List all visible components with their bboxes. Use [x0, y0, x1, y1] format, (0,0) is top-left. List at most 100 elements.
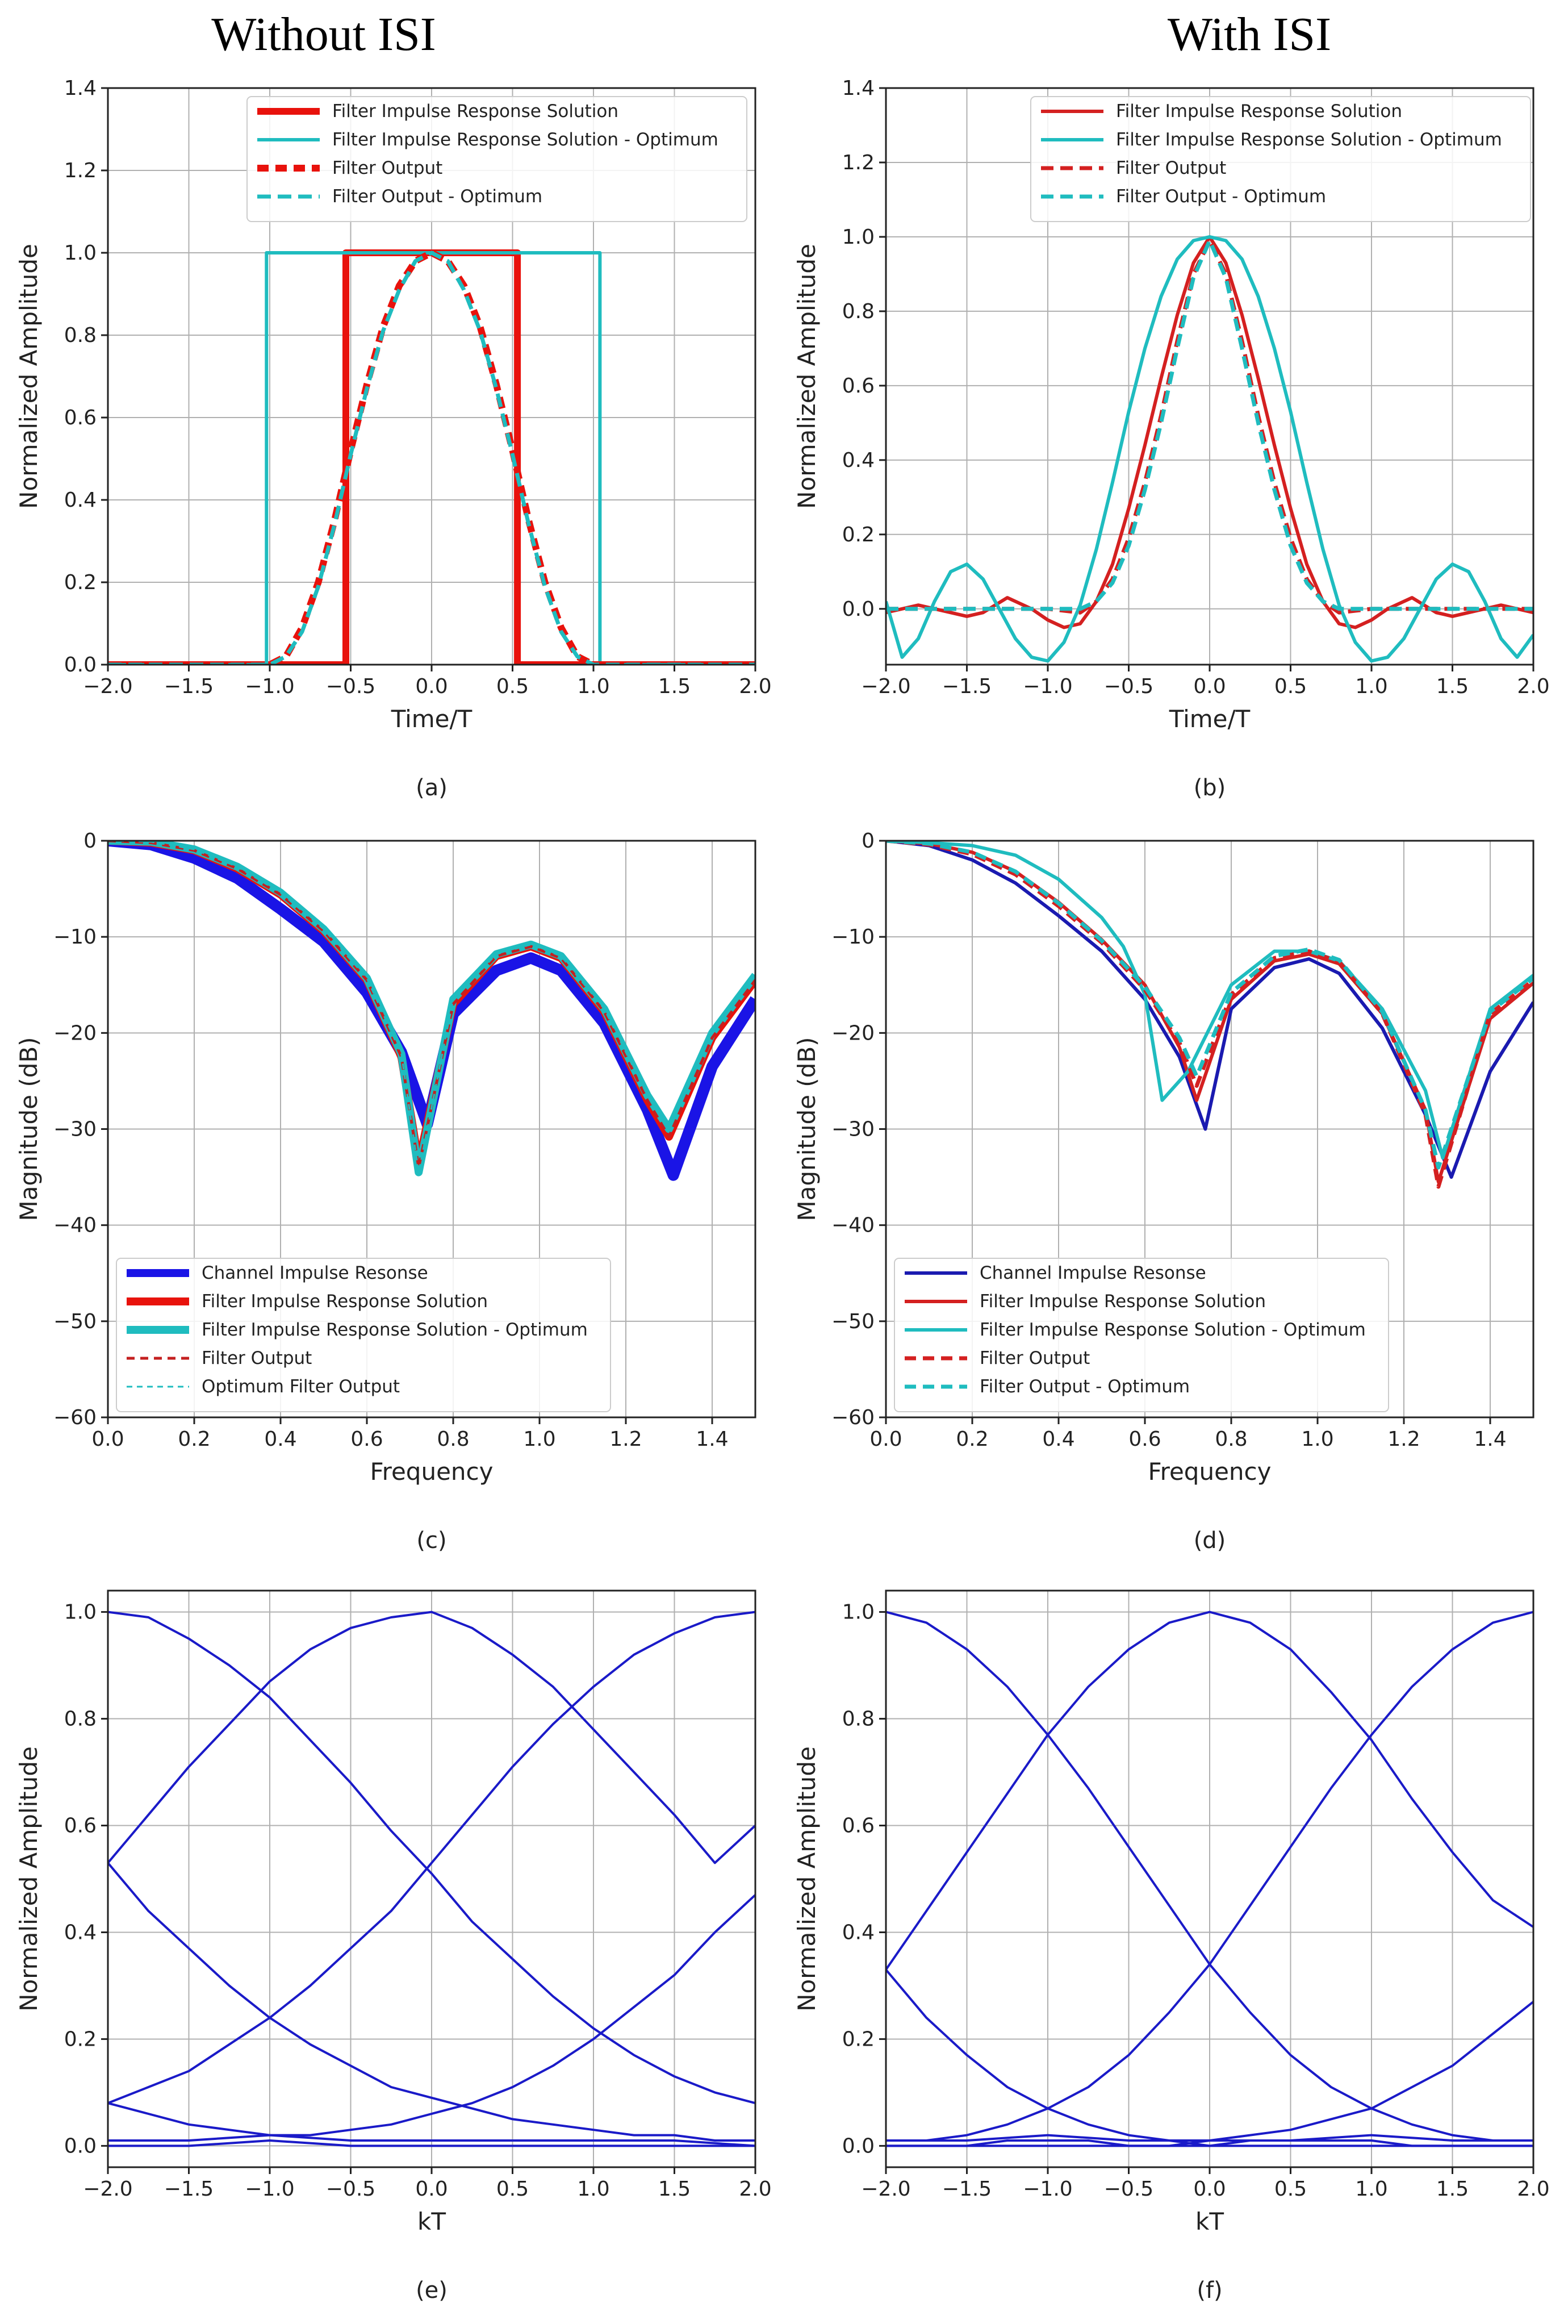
- panel-label: (f): [1197, 2277, 1222, 2304]
- x-axis-label: Time/T: [1169, 705, 1251, 733]
- x-tick-label: −0.5: [326, 2177, 375, 2201]
- panel-label: (e): [416, 2277, 448, 2304]
- x-axis-label: Frequency: [1148, 1458, 1272, 1486]
- x-tick-label: −0.5: [1104, 2177, 1153, 2201]
- y-tick-label: −50: [53, 1310, 97, 1333]
- x-tick-label: 0.4: [1042, 1428, 1074, 1451]
- y-tick-label: 0.6: [64, 1814, 97, 1838]
- y-tick-label: 0.4: [64, 1921, 97, 1944]
- x-tick-label: 0.6: [350, 1428, 383, 1451]
- series-line: [108, 1610, 755, 2105]
- x-tick-label: 0.5: [496, 675, 529, 698]
- x-tick-label: 0.0: [869, 1428, 902, 1451]
- y-tick-label: −30: [831, 1118, 875, 1141]
- y-tick-label: 0.8: [64, 1708, 97, 1731]
- column-title-right: With ISI: [1168, 8, 1331, 61]
- x-tick-label: −1.0: [245, 675, 294, 698]
- legend-label: Filter Output - Optimum: [980, 1376, 1190, 1397]
- y-tick-label: 0.4: [64, 489, 97, 512]
- legend-label: Filter Impulse Response Solution - Optim…: [332, 130, 718, 150]
- series-line: [108, 1862, 755, 2142]
- series-line: [886, 1610, 1533, 2142]
- series-group: [886, 235, 1533, 663]
- y-tick-label: 1.0: [842, 1601, 875, 1624]
- x-tick-label: −1.5: [942, 675, 992, 698]
- x-axis-label: Frequency: [370, 1458, 494, 1486]
- y-tick-label: −10: [53, 925, 97, 949]
- x-tick-label: −2.0: [83, 2177, 132, 2201]
- y-tick-label: −40: [831, 1214, 875, 1237]
- y-tick-label: −20: [831, 1021, 875, 1045]
- series-line: [108, 1894, 755, 2137]
- series-line: [108, 841, 755, 1169]
- legend-label: Filter Impulse Response Solution: [1116, 101, 1402, 122]
- column-title-left: Without ISI: [211, 8, 436, 61]
- y-tick-label: 1.4: [842, 77, 875, 100]
- x-tick-label: −1.5: [164, 675, 214, 698]
- y-tick-label: 0.2: [64, 2027, 97, 2051]
- legend-label: Filter Output: [202, 1348, 312, 1368]
- series-line: [108, 251, 755, 665]
- y-tick-label: 0.2: [842, 2027, 875, 2051]
- x-tick-label: −1.0: [1023, 2177, 1072, 2201]
- series-group: [108, 841, 755, 1181]
- y-tick-label: −60: [53, 1406, 97, 1429]
- y-axis-label: Magnitude (dB): [793, 1037, 821, 1221]
- y-tick-label: 0.6: [64, 406, 97, 429]
- legend-label: Filter Output - Optimum: [1116, 186, 1326, 207]
- x-tick-label: 2.0: [1517, 675, 1549, 698]
- y-tick-label: 0.2: [842, 523, 875, 546]
- y-tick-label: 1.2: [64, 159, 97, 182]
- y-tick-label: 0.2: [64, 571, 97, 594]
- y-tick-label: 0: [83, 829, 97, 853]
- panel-label: (b): [1194, 775, 1226, 801]
- x-tick-label: 0.4: [264, 1428, 296, 1451]
- legend-label: Channel Impulse Resonse: [980, 1263, 1206, 1283]
- x-tick-label: 1.0: [577, 2177, 609, 2201]
- series-group: [886, 841, 1533, 1189]
- x-tick-label: 0.6: [1128, 1428, 1161, 1451]
- y-tick-label: 0.6: [842, 374, 875, 398]
- legend-label: Optimum Filter Output: [202, 1376, 400, 1397]
- legend-label: Filter Impulse Response Solution: [332, 101, 618, 122]
- legend: Filter Impulse Response Solution Filter I…: [246, 96, 747, 222]
- legend-label: Filter Output: [332, 158, 442, 178]
- x-tick-label: 1.2: [1387, 1428, 1420, 1451]
- y-tick-label: −20: [53, 1021, 97, 1045]
- x-tick-label: 1.0: [1301, 1428, 1333, 1451]
- y-axis-label: Normalized Amplitude: [15, 1746, 43, 2012]
- panel-label: (c): [416, 1528, 446, 1554]
- legend: Channel Impulse Resonse Filter Impulse Re…: [116, 1258, 611, 1412]
- x-tick-label: 0.5: [496, 2177, 529, 2201]
- x-tick-label: 1.0: [1355, 675, 1387, 698]
- legend-label: Filter Impulse Response Solution: [980, 1291, 1266, 1312]
- series-group: [886, 1610, 1533, 2147]
- y-tick-label: −50: [831, 1310, 875, 1333]
- legend-label: Filter Impulse Response Solution - Optim…: [980, 1320, 1366, 1340]
- chart-d: 0.0 0.2 0.4 0.6 0.8 1.0 1.2 1.4 0 −10 −20 −30 −40 −50…: [793, 829, 1534, 1554]
- legend-label: Filter Impulse Response Solution - Optim…: [202, 1320, 588, 1340]
- panel-label: (a): [416, 775, 448, 801]
- legend-box: [246, 96, 747, 222]
- y-tick-label: −10: [831, 925, 875, 949]
- x-tick-label: 1.4: [696, 1428, 728, 1451]
- y-tick-label: 0.8: [842, 300, 875, 323]
- legend-label: Filter Output - Optimum: [332, 186, 542, 207]
- x-tick-label: −2.0: [861, 675, 910, 698]
- series-line: [886, 841, 1533, 1189]
- series-line: [886, 841, 1533, 1170]
- x-tick-label: 0.2: [178, 1428, 210, 1451]
- x-axis-label: kT: [1195, 2208, 1224, 2235]
- series-line: [108, 1610, 755, 1864]
- series-line: [108, 1610, 755, 2105]
- y-tick-label: 1.4: [64, 77, 97, 100]
- y-tick-label: 0.8: [842, 1708, 875, 1731]
- x-tick-label: 1.5: [658, 675, 691, 698]
- x-tick-label: 1.4: [1474, 1428, 1506, 1451]
- x-tick-label: 1.0: [1355, 2177, 1387, 2201]
- series-line: [886, 2134, 1533, 2142]
- y-tick-label: −30: [53, 1118, 97, 1141]
- x-tick-label: 0.0: [415, 2177, 448, 2201]
- y-tick-label: 0.4: [842, 449, 875, 472]
